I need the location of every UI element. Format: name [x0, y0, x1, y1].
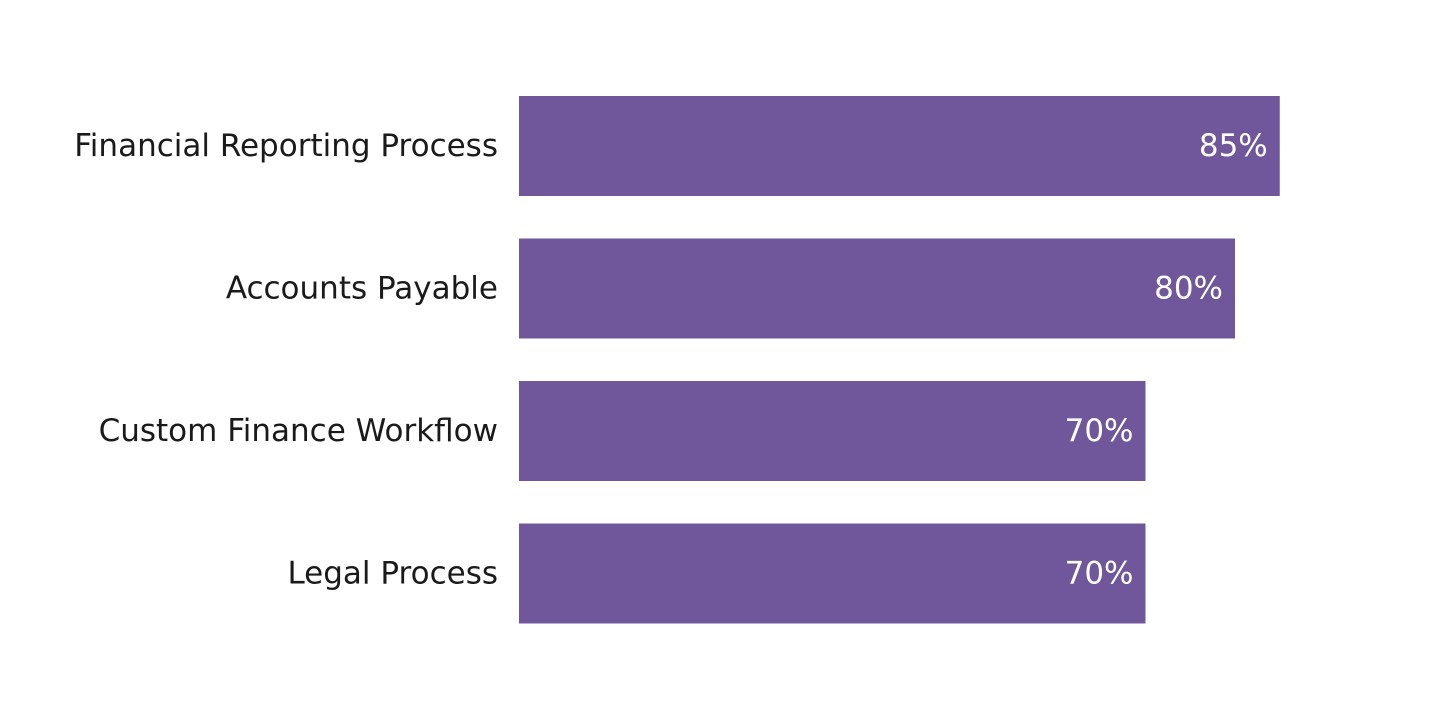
- value-labels-layer: 85% 80% 70% 70%: [1065, 128, 1268, 592]
- category-label: Custom Finance Workflow: [99, 413, 498, 449]
- value-label: 70%: [1065, 556, 1134, 592]
- category-label: Legal Process: [287, 556, 498, 592]
- bar: [519, 523, 1146, 624]
- value-label: 80%: [1154, 271, 1223, 307]
- bars-layer: [519, 96, 1280, 624]
- value-label: 85%: [1199, 128, 1268, 164]
- bar: [519, 381, 1146, 481]
- category-label: Financial Reporting Process: [74, 128, 498, 164]
- bar: [519, 96, 1280, 196]
- category-labels-layer: Financial Reporting Process Accounts Paya…: [74, 128, 498, 592]
- value-label: 70%: [1065, 413, 1134, 449]
- bar: [519, 238, 1235, 339]
- category-label: Accounts Payable: [226, 271, 498, 307]
